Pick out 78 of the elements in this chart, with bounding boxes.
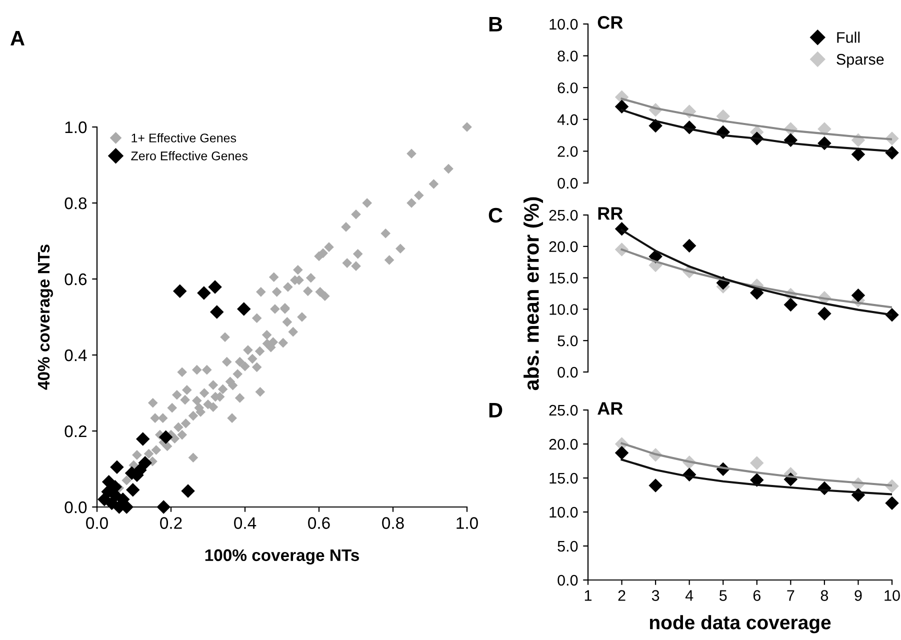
point [208, 280, 222, 294]
x-axis-title: node data coverage [650, 615, 831, 634]
y-axis-title: 40% coverage NTs [38, 244, 53, 390]
x-tick-label: 1.0 [456, 517, 478, 529]
point [210, 305, 224, 319]
y-tick-label: 5.0 [558, 335, 578, 346]
y-tick-label: 10.0 [550, 304, 578, 315]
point [181, 484, 195, 498]
legend-label: Sparse [836, 54, 884, 68]
point [851, 148, 866, 162]
y-tick-label: 0.4 [64, 349, 87, 362]
y-tick-label: 15.0 [550, 272, 578, 284]
y-tick-label: 6.0 [558, 82, 578, 94]
y-tick-label: 15.0 [550, 472, 578, 484]
point [648, 478, 662, 492]
point [614, 446, 629, 460]
y-tick-label: 5.0 [558, 540, 578, 552]
point [158, 430, 173, 444]
legend-label: 1+ Effective Genes [132, 133, 236, 142]
point [156, 500, 170, 514]
y-tick-label: 0.2 [64, 425, 86, 438]
point [682, 238, 696, 253]
text: D [489, 403, 502, 418]
x-tick-label: 0.2 [160, 517, 182, 529]
y-tick-label: 25.0 [549, 210, 578, 221]
y-tick-label: 0.0 [558, 574, 578, 586]
y-tick-label: 0.0 [64, 501, 87, 514]
x-tick-label: 6 [753, 590, 760, 601]
x-tick-label: 3 [652, 590, 660, 601]
y-tick-label: 25.0 [549, 404, 578, 416]
y-tick-label: 0.6 [64, 273, 87, 286]
y-tick-label: 4.0 [557, 114, 578, 126]
point [126, 483, 140, 497]
y-tick-label: 1.0 [65, 121, 87, 134]
y-tick-label: 20.0 [549, 438, 578, 450]
y-tick-label: 10.0 [550, 506, 578, 518]
chart-title: RR [598, 207, 623, 220]
point [648, 118, 662, 133]
point [237, 302, 251, 316]
point [784, 298, 798, 312]
x-tick-label: 0.0 [86, 517, 108, 529]
y-tick-label: 0.8 [64, 197, 87, 210]
point [750, 473, 764, 487]
legend-label: Zero Effective Genes [131, 151, 248, 160]
point [716, 109, 730, 124]
y-tick-label: 8.0 [558, 50, 578, 62]
y-tick-label: 0.0 [558, 366, 578, 378]
x-tick-label: 10 [884, 590, 900, 601]
y-tick-label: 20.0 [549, 241, 578, 252]
text: C [488, 208, 502, 223]
chart-title: AR [598, 402, 623, 415]
point [173, 284, 187, 298]
x-tick-label: 8 [820, 590, 828, 601]
y-axis-title: abs. mean error (%) [524, 197, 543, 390]
point [885, 496, 899, 510]
y-tick-label: 10.0 [550, 18, 578, 30]
x-tick-label: 5 [719, 590, 727, 601]
x-tick-label: 4 [685, 590, 694, 601]
point [818, 306, 832, 320]
point [110, 460, 124, 474]
x-tick-label: 0.8 [382, 517, 404, 529]
x-tick-label: 0.4 [234, 517, 256, 529]
point [750, 456, 764, 470]
x-tick-label: 9 [854, 590, 862, 601]
point [136, 432, 150, 446]
text: B [489, 17, 502, 32]
point [197, 286, 211, 300]
legend-label: Full [837, 32, 860, 43]
x-tick-label: 0.6 [308, 517, 330, 529]
x-tick-label: 7 [787, 590, 794, 601]
y-tick-label: 2.0 [558, 146, 578, 157]
point [851, 288, 866, 302]
x-tick-label: 2 [618, 590, 626, 601]
text: A [10, 31, 24, 46]
y-tick-label: 0.0 [558, 178, 578, 189]
x-axis-title: 100% coverage NTs [205, 549, 359, 564]
chart-title: CR [598, 16, 623, 29]
x-tick-label: 1 [584, 590, 592, 601]
